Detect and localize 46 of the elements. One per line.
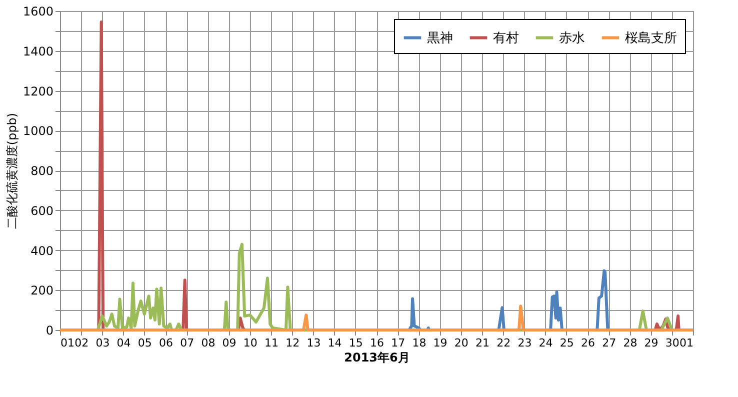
x-tick-label: 30 — [665, 336, 680, 350]
x-tick-label: 15 — [348, 336, 363, 350]
x-tick-label: 24 — [538, 336, 553, 350]
y-tick-label: 1000 — [22, 124, 54, 138]
x-tick-label: 28 — [623, 336, 638, 350]
x-axis-title: 2013年6月 — [344, 350, 410, 364]
x-tick-label: 04 — [116, 336, 131, 350]
x-tick-label: 22 — [496, 336, 511, 350]
x-tick-label: 18 — [412, 336, 426, 350]
x-tick-label: 23 — [518, 336, 532, 350]
y-tick-label: 1200 — [22, 84, 54, 98]
y-tick-label: 800 — [30, 164, 54, 178]
x-tick-label: 08 — [201, 336, 216, 350]
y-tick-label: 200 — [30, 284, 54, 298]
x-tick-label: 13 — [306, 336, 321, 350]
y-tick-label: 1600 — [22, 4, 54, 18]
x-tick-label: 07 — [180, 336, 194, 350]
legend-label: 桜島支所 — [625, 30, 677, 46]
y-tick-label: 400 — [30, 244, 54, 258]
x-tick-label: 01 — [680, 336, 694, 350]
x-tick-label: 20 — [454, 336, 468, 350]
x-tick-label: 02 — [74, 336, 89, 350]
y-tick-label: 600 — [30, 204, 54, 218]
y-tick-label: 0 — [46, 324, 54, 338]
x-tick-label: 05 — [138, 336, 152, 350]
x-tick-label: 11 — [264, 336, 278, 350]
legend-label: 黒神 — [427, 30, 453, 46]
x-tick-label: 21 — [476, 336, 490, 350]
x-tick-label: 10 — [243, 336, 258, 350]
x-tick-label: 17 — [391, 336, 406, 350]
x-tick-label: 01 — [60, 336, 74, 350]
x-tick-label: 26 — [581, 336, 595, 350]
x-tick-label: 27 — [602, 336, 616, 350]
x-tick-label: 16 — [370, 336, 384, 350]
y-tick-label: 1400 — [22, 44, 54, 58]
x-tick-label: 12 — [286, 336, 300, 350]
legend-label: 有村 — [493, 30, 519, 46]
x-tick-label: 25 — [560, 336, 574, 350]
x-tick-label: 06 — [159, 336, 173, 350]
x-tick-label: 14 — [328, 336, 342, 350]
x-tick-label: 19 — [433, 336, 448, 350]
x-tick-label: 29 — [644, 336, 658, 350]
x-tick-label: 09 — [222, 336, 236, 350]
x-tick-label: 03 — [96, 336, 110, 350]
legend-label: 赤水 — [559, 30, 585, 46]
y-axis-title: 二酸化硫黄濃度(ppb) — [4, 112, 19, 230]
